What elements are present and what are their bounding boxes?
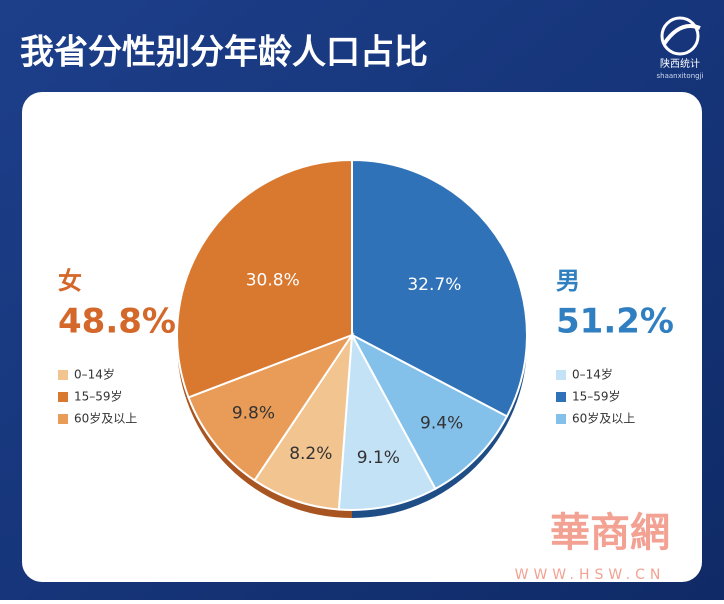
legend-swatch bbox=[58, 370, 68, 380]
pie-slice bbox=[351, 158, 528, 418]
slice-label: 9.4% bbox=[420, 414, 463, 434]
pie: 32.7% 9.4% 9.1% 8.2% 9.8% 30.8% bbox=[176, 158, 528, 518]
pie-slice bbox=[349, 332, 509, 491]
pie-slice bbox=[253, 331, 354, 511]
pie-slice bbox=[187, 332, 355, 482]
pie-slice bbox=[337, 331, 437, 511]
watermark-name: 華商網 bbox=[550, 510, 670, 556]
logo-name: 陕西统计 bbox=[660, 57, 700, 70]
slice-label: 9.1% bbox=[357, 448, 400, 468]
watermark-url: WWW.HSW.CN bbox=[515, 567, 666, 583]
legend-swatch bbox=[58, 414, 68, 424]
pie-slice bbox=[176, 158, 353, 399]
legend-swatch bbox=[556, 370, 566, 380]
legend-swatch bbox=[556, 414, 566, 424]
group-total: 48.8% bbox=[58, 302, 176, 342]
slice-label: 8.2% bbox=[289, 444, 332, 464]
legend-label: 0–14岁 bbox=[572, 367, 613, 382]
group-name: 女 bbox=[58, 267, 82, 295]
legend-label: 60岁及以上 bbox=[572, 411, 635, 426]
slice-label: 9.8% bbox=[232, 403, 275, 423]
logo: 陕西统计 shaanxitongji bbox=[657, 16, 704, 80]
group-total: 51.2% bbox=[556, 302, 674, 342]
group-name: 男 bbox=[556, 267, 580, 295]
legend-swatch bbox=[58, 392, 68, 402]
slice-label: 32.7% bbox=[407, 275, 461, 295]
chart-title: 我省分性别分年龄人口占比 bbox=[20, 33, 428, 73]
legend-label: 0–14岁 bbox=[74, 367, 115, 382]
legend-swatch bbox=[556, 392, 566, 402]
legend-label: 60岁及以上 bbox=[74, 411, 137, 426]
slice-label: 30.8% bbox=[246, 270, 300, 290]
logo-pinyin: shaanxitongji bbox=[657, 72, 704, 80]
watermark: 華商網 WWW.HSW.CN bbox=[515, 510, 670, 583]
legend-label: 15–59岁 bbox=[74, 389, 123, 404]
legend-label: 15–59岁 bbox=[572, 389, 621, 404]
